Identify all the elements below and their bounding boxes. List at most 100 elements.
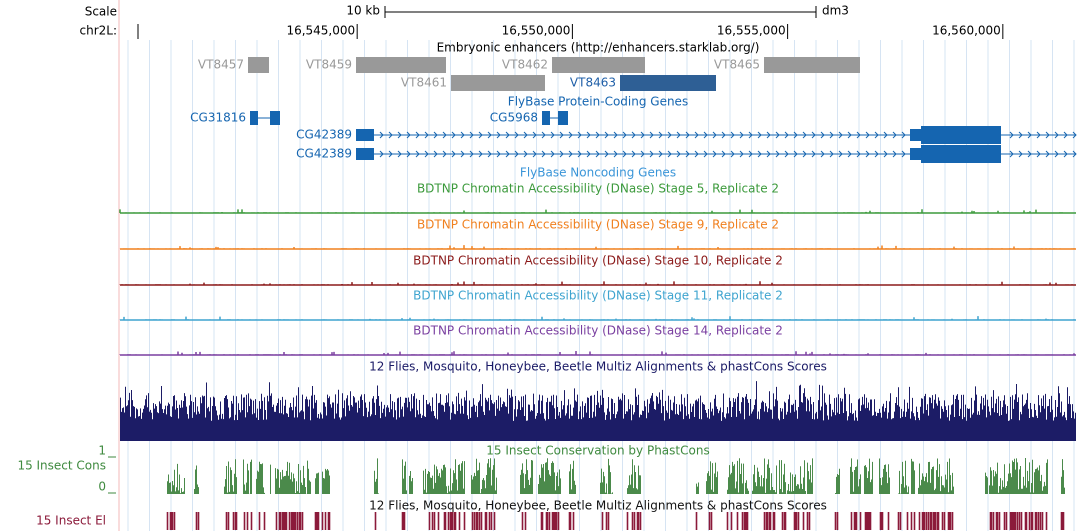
scale-bar-label: 10 kb	[346, 4, 380, 18]
strand-arrow	[712, 150, 717, 158]
strand-arrow	[739, 131, 744, 139]
strand-arrow	[604, 150, 609, 158]
strand-arrow	[802, 150, 807, 158]
strand-arrow	[856, 150, 861, 158]
exon	[356, 148, 374, 160]
strand-arrow	[838, 150, 843, 158]
strand-arrow	[820, 150, 825, 158]
strand-arrow	[631, 150, 636, 158]
strand-arrow	[397, 131, 402, 139]
strand-arrow	[1045, 150, 1050, 158]
strand-arrow	[532, 131, 537, 139]
utr	[910, 148, 921, 160]
strand-arrow	[469, 131, 474, 139]
strand-arrow	[523, 150, 528, 158]
strand-arrow	[721, 150, 726, 158]
signal	[119, 209, 1075, 213]
strand-arrow	[847, 150, 852, 158]
strand-arrow	[433, 150, 438, 158]
strand-arrow	[1027, 131, 1032, 139]
exon	[921, 126, 1001, 144]
strand-arrow	[748, 131, 753, 139]
track-label: 15 Insect Cons	[17, 459, 106, 473]
track-title: FlyBase Noncoding Genes	[520, 166, 676, 180]
track-label: 15 Insect El	[36, 514, 106, 528]
exon	[921, 145, 1001, 163]
multiz-signal	[120, 381, 1076, 441]
enhancer	[356, 57, 446, 73]
strand-arrow	[847, 131, 852, 139]
strand-arrow	[397, 150, 402, 158]
strand-arrow	[676, 150, 681, 158]
enhancer-label: VT8465	[714, 58, 760, 72]
enhancer-label: VT8461	[401, 76, 447, 90]
strand-arrow	[568, 150, 573, 158]
strand-arrow	[712, 131, 717, 139]
strand-arrow	[541, 150, 546, 158]
exon	[270, 111, 280, 125]
strand-arrow	[631, 131, 636, 139]
strand-arrow	[703, 131, 708, 139]
ruler-label: 16,555,000	[717, 24, 786, 38]
strand-arrow	[541, 131, 546, 139]
strand-arrow	[586, 150, 591, 158]
strand-arrow	[496, 131, 501, 139]
strand-arrow	[892, 131, 897, 139]
strand-arrow	[1036, 131, 1041, 139]
ruler-label: 16,550,000	[502, 24, 571, 38]
strand-arrow	[550, 131, 555, 139]
strand-arrow	[685, 131, 690, 139]
gene-label: CG31816	[190, 111, 246, 125]
strand-arrow	[820, 131, 825, 139]
enhancer-label: VT8462	[502, 58, 548, 72]
strand-arrow	[883, 131, 888, 139]
enhancer-label: VT8459	[306, 58, 352, 72]
strand-arrow	[1018, 131, 1023, 139]
strand-arrow	[874, 131, 879, 139]
strand-arrow	[595, 150, 600, 158]
strand-arrow	[379, 131, 384, 139]
strand-arrow	[730, 131, 735, 139]
strand-arrow	[748, 150, 753, 158]
scale-min: 0	[98, 480, 106, 494]
strand-arrow	[514, 131, 519, 139]
signal	[119, 351, 1075, 355]
exon	[356, 129, 374, 141]
strand-arrow	[793, 131, 798, 139]
enhancer	[451, 75, 545, 91]
strand-arrow	[829, 131, 834, 139]
track-title: BDTNP Chromatin Accessibility (DNase) St…	[413, 324, 783, 338]
strand-arrow	[784, 131, 789, 139]
track-title: BDTNP Chromatin Accessibility (DNase) St…	[413, 254, 783, 268]
track-title: BDTNP Chromatin Accessibility (DNase) St…	[417, 218, 779, 232]
strand-arrow	[550, 150, 555, 158]
strand-arrow	[433, 131, 438, 139]
strand-arrow	[442, 131, 447, 139]
strand-arrow	[883, 150, 888, 158]
strand-arrow	[415, 131, 420, 139]
strand-arrow	[649, 150, 654, 158]
signal	[119, 281, 1075, 285]
strand-arrow	[766, 131, 771, 139]
strand-arrow	[559, 150, 564, 158]
strand-arrow	[757, 150, 762, 158]
track-title: 12 Flies, Mosquito, Honeybee, Beetle Mul…	[369, 499, 827, 513]
utr	[910, 129, 921, 141]
strand-arrow	[649, 131, 654, 139]
strand-arrow	[559, 131, 564, 139]
strand-arrow	[406, 150, 411, 158]
strand-arrow	[640, 131, 645, 139]
strand-arrow	[1054, 150, 1059, 158]
strand-arrow	[811, 150, 816, 158]
strand-arrow	[892, 150, 897, 158]
strand-arrow	[1063, 131, 1068, 139]
enhancer-label: VT8463	[570, 76, 616, 90]
track-title: Embryonic enhancers (http://enhancers.st…	[437, 41, 760, 55]
strand-arrow	[460, 150, 465, 158]
strand-arrow	[1009, 150, 1014, 158]
track-title: 12 Flies, Mosquito, Honeybee, Beetle Mul…	[369, 360, 827, 374]
strand-arrow	[442, 150, 447, 158]
strand-arrow	[865, 150, 870, 158]
strand-arrow	[829, 150, 834, 158]
signal	[119, 245, 1075, 249]
